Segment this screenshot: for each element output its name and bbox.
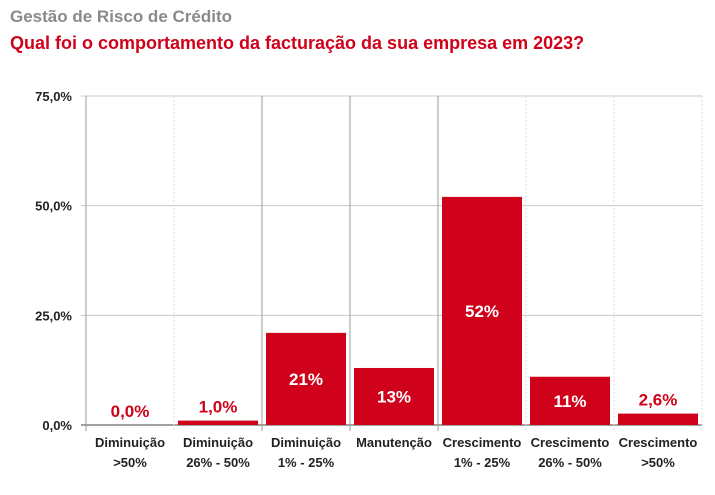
bar bbox=[442, 196, 522, 425]
chart-title: Qual foi o comportamento da facturação d… bbox=[10, 33, 585, 53]
x-tick-label: Diminuição bbox=[271, 435, 341, 450]
x-tick-label: 1% - 25% bbox=[454, 455, 511, 470]
y-tick-label: 50,0% bbox=[35, 199, 72, 214]
x-tick-label: 26% - 50% bbox=[538, 455, 602, 470]
data-label: 13% bbox=[377, 387, 411, 406]
data-label: 21% bbox=[289, 370, 323, 389]
chart-supertitle: Gestão de Risco de Crédito bbox=[10, 7, 232, 26]
y-tick-label: 75,0% bbox=[35, 89, 72, 104]
bar bbox=[266, 332, 346, 425]
data-label: 52% bbox=[465, 302, 499, 321]
bar bbox=[618, 413, 698, 425]
y-tick-label: 25,0% bbox=[35, 308, 72, 323]
x-tick-label: Crescimento bbox=[531, 435, 610, 450]
y-tick-label: 0,0% bbox=[42, 418, 72, 433]
bar bbox=[354, 367, 434, 425]
x-tick-label: 26% - 50% bbox=[186, 455, 250, 470]
x-tick-label: Crescimento bbox=[619, 435, 698, 450]
x-tick-label: Manutenção bbox=[356, 435, 432, 450]
x-tick-label: Crescimento bbox=[443, 435, 522, 450]
data-label: 2,6% bbox=[639, 391, 678, 410]
x-tick-label: >50% bbox=[113, 455, 147, 470]
x-tick-label: 1% - 25% bbox=[278, 455, 335, 470]
x-tick-label: Diminuição bbox=[183, 435, 253, 450]
data-label: 11% bbox=[553, 392, 586, 411]
data-label: 0,0% bbox=[111, 402, 150, 421]
x-tick-label: Diminuição bbox=[95, 435, 165, 450]
x-tick-label: >50% bbox=[641, 455, 675, 470]
bar bbox=[178, 420, 258, 425]
bar bbox=[530, 376, 610, 425]
data-label: 1,0% bbox=[199, 398, 238, 417]
